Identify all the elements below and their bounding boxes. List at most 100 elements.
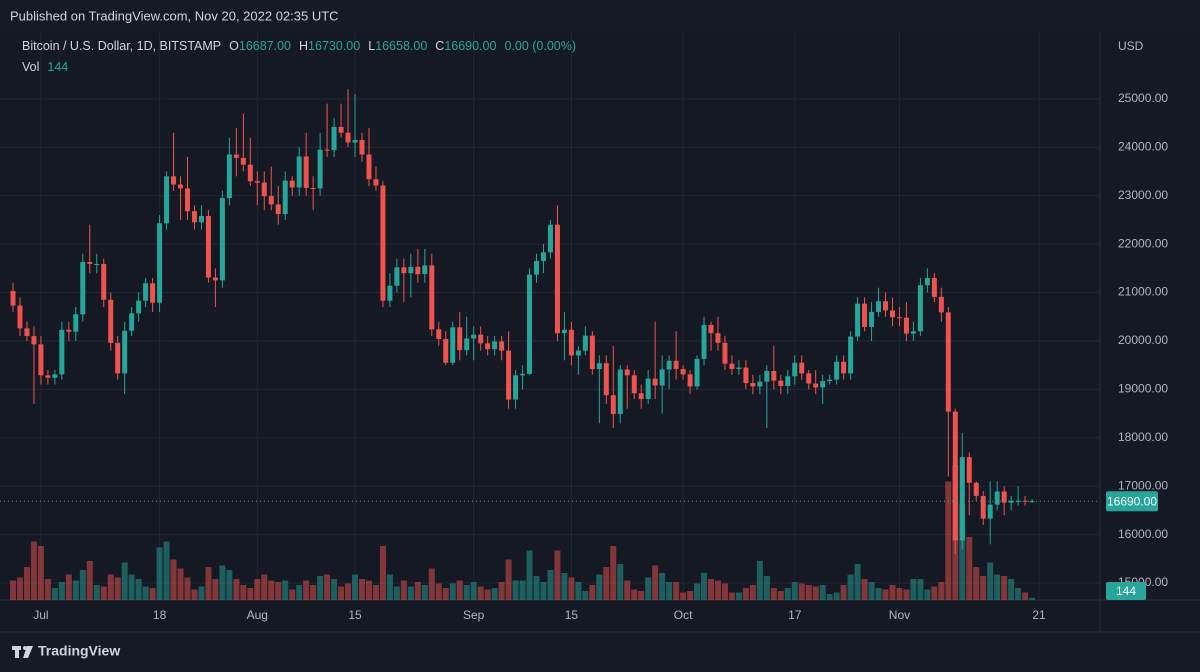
volume-bar (30, 541, 37, 600)
volume-bar (498, 582, 505, 600)
candle-body (310, 187, 316, 189)
candle-body (701, 324, 707, 359)
volume-bar (910, 579, 917, 600)
volume-bar (65, 574, 72, 600)
volume-bar (638, 591, 645, 600)
candle-body (848, 336, 854, 374)
candle-body (561, 329, 567, 334)
candle-body (17, 305, 23, 329)
x-tick-label: Jul (33, 608, 48, 622)
candle-body (352, 139, 358, 143)
volume-bar (372, 585, 379, 600)
volume-bar (756, 561, 763, 600)
volume-bar (589, 585, 596, 600)
candle-body (66, 329, 72, 332)
y-tick-label: 17000.00 (1118, 478, 1168, 492)
volume-bar (338, 586, 345, 600)
volume-bar (868, 582, 875, 600)
open-label: O (229, 39, 239, 53)
volume-bar (254, 579, 261, 600)
volume-bar (875, 588, 882, 600)
candle-body (254, 181, 260, 183)
candle-body (910, 331, 916, 334)
candle-body (296, 156, 302, 188)
candle-body (122, 330, 128, 374)
x-tick-label: Aug (247, 608, 268, 622)
candle-body (547, 224, 553, 253)
volume-bar (100, 586, 107, 600)
high-label: H (299, 39, 308, 53)
volume-bar (428, 568, 435, 600)
volume-bar (798, 583, 805, 600)
volume-value: 144 (47, 60, 68, 74)
candle-body (575, 350, 581, 356)
volume-bar (994, 574, 1001, 600)
volume-bar (708, 579, 714, 600)
volume-bar (449, 583, 456, 600)
candle-body (931, 277, 937, 297)
volume-bar (687, 591, 694, 600)
candle-body (240, 157, 246, 165)
candle-body (896, 317, 902, 319)
volume-bar (617, 564, 624, 600)
y-tick-label: 18000.00 (1118, 430, 1168, 444)
candle-body (492, 341, 498, 350)
y-tick-label: 25000.00 (1118, 91, 1168, 105)
candle-body (680, 369, 686, 375)
candle-body (52, 374, 58, 378)
volume-bar (812, 586, 819, 600)
last-price-tag (1106, 491, 1158, 512)
candle-body (973, 482, 979, 496)
candle-body (80, 262, 86, 315)
y-tick-label: 24000.00 (1118, 139, 1168, 153)
volume-bar (1001, 576, 1008, 600)
logo-part (23, 646, 33, 658)
last-price-label: 16690.00 (1107, 494, 1157, 508)
volume-bar (456, 580, 463, 600)
candle-body (115, 342, 121, 374)
candle-body (303, 156, 309, 188)
volume-bar (359, 579, 365, 600)
candle-body (736, 367, 742, 370)
volume-bar (568, 577, 575, 600)
volume-bar (721, 583, 728, 600)
candle-body (1015, 500, 1021, 502)
candle-body (108, 299, 114, 343)
candle-body (589, 335, 595, 370)
candle-body (792, 362, 798, 377)
volume-bar (833, 592, 840, 600)
candle-body (506, 350, 512, 400)
candle-body (429, 265, 435, 330)
volume-bar (268, 580, 275, 600)
x-tick-label: 17 (788, 608, 802, 622)
volume-bar (526, 550, 533, 600)
candle-body (247, 164, 253, 182)
volume-bar (324, 574, 331, 600)
volume-bar (37, 546, 44, 600)
volume-legend: Vol 144 (22, 60, 68, 74)
candle-body (757, 381, 763, 387)
candle-body (980, 495, 986, 519)
volume-bar (23, 567, 30, 600)
candle-body (841, 361, 847, 374)
volume-bar (247, 588, 254, 600)
y-tick-label: 22000.00 (1118, 236, 1168, 250)
volume-bar (163, 541, 170, 600)
x-tick-label: Nov (889, 608, 910, 622)
volume-bar (533, 576, 540, 600)
volume-bar (16, 577, 23, 600)
candle-body (401, 267, 407, 274)
volume-bar (435, 583, 442, 600)
volume-bar (728, 592, 735, 600)
candle-body (645, 378, 651, 400)
candle-body (233, 154, 239, 158)
volume-bar (547, 570, 554, 600)
volume-bar (212, 579, 219, 600)
volume-bar (135, 579, 142, 600)
volume-bar (400, 580, 407, 600)
volume-bar (114, 577, 121, 600)
volume-bar (1015, 588, 1022, 600)
volume-bar (917, 579, 924, 600)
candle-body (1022, 500, 1028, 502)
